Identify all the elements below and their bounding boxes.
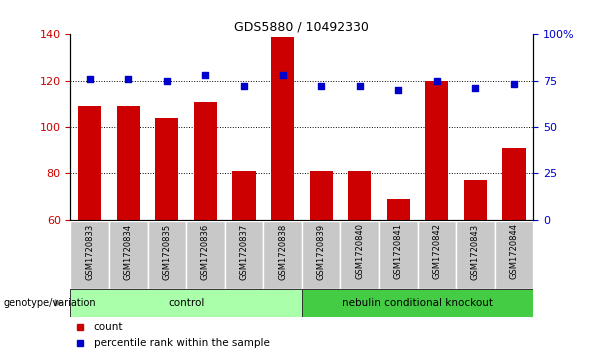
Text: control: control xyxy=(168,298,204,308)
Bar xyxy=(302,289,533,317)
Bar xyxy=(495,221,533,289)
Point xyxy=(85,76,94,82)
Bar xyxy=(417,221,456,289)
Point xyxy=(316,83,326,89)
Bar xyxy=(264,221,302,289)
Point xyxy=(355,83,365,89)
Title: GDS5880 / 10492330: GDS5880 / 10492330 xyxy=(234,20,370,33)
Bar xyxy=(155,118,178,220)
Text: GSM1720841: GSM1720841 xyxy=(394,224,403,280)
Point xyxy=(123,76,133,82)
Text: GSM1720834: GSM1720834 xyxy=(124,224,133,280)
Text: count: count xyxy=(94,322,123,331)
Bar xyxy=(78,106,101,220)
Bar xyxy=(464,180,487,220)
Text: GSM1720838: GSM1720838 xyxy=(278,224,287,280)
Bar xyxy=(271,37,294,220)
Text: GSM1720844: GSM1720844 xyxy=(509,224,519,280)
Bar xyxy=(379,221,417,289)
Text: GSM1720843: GSM1720843 xyxy=(471,224,480,280)
Bar xyxy=(225,221,264,289)
Text: nebulin conditional knockout: nebulin conditional knockout xyxy=(342,298,493,308)
Text: GSM1720833: GSM1720833 xyxy=(85,224,94,280)
Text: GSM1720837: GSM1720837 xyxy=(240,224,248,280)
Point xyxy=(509,82,519,87)
Bar xyxy=(503,148,525,220)
Bar xyxy=(148,221,186,289)
Text: percentile rank within the sample: percentile rank within the sample xyxy=(94,338,270,348)
Text: GSM1720836: GSM1720836 xyxy=(201,224,210,280)
Text: GSM1720839: GSM1720839 xyxy=(317,224,326,280)
Point xyxy=(200,72,210,78)
Point xyxy=(432,78,442,84)
Bar xyxy=(425,81,449,220)
Bar xyxy=(109,221,148,289)
Point xyxy=(239,83,249,89)
Bar xyxy=(194,102,217,220)
Bar xyxy=(186,221,225,289)
Point xyxy=(278,72,287,78)
Bar xyxy=(456,221,495,289)
Text: GSM1720840: GSM1720840 xyxy=(356,224,364,280)
Bar xyxy=(116,106,140,220)
Bar xyxy=(310,171,333,220)
Bar xyxy=(387,199,410,220)
Bar xyxy=(232,171,256,220)
Bar xyxy=(348,171,371,220)
Point xyxy=(162,78,172,84)
Text: genotype/variation: genotype/variation xyxy=(3,298,96,308)
Bar xyxy=(70,289,302,317)
Bar xyxy=(340,221,379,289)
Bar xyxy=(302,221,340,289)
Point xyxy=(394,87,403,93)
Bar xyxy=(70,221,109,289)
Text: GSM1720842: GSM1720842 xyxy=(432,224,441,280)
Text: GSM1720835: GSM1720835 xyxy=(162,224,172,280)
Point xyxy=(471,85,481,91)
